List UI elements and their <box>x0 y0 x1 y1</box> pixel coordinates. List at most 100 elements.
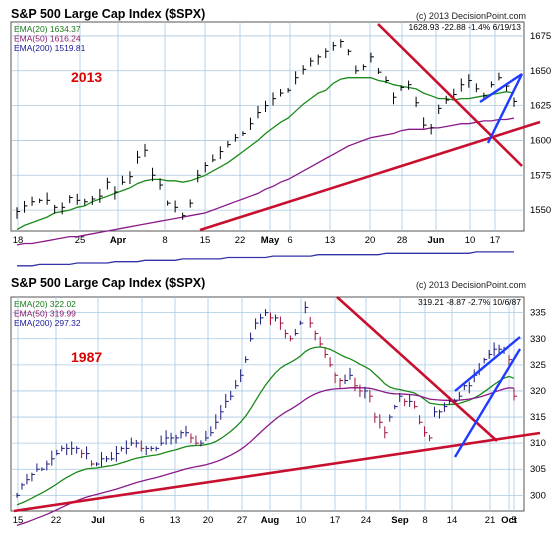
y-tick-label: 320 <box>530 386 546 397</box>
price-bar <box>269 312 274 325</box>
price-bar <box>272 92 277 106</box>
price-bar <box>225 394 229 409</box>
price-bar <box>61 202 66 215</box>
price-bar <box>195 435 199 446</box>
x-tick-label: 13 <box>170 515 181 526</box>
trendline-red <box>13 431 541 513</box>
price-bar <box>369 389 373 403</box>
price-bar <box>16 207 20 219</box>
price-bar <box>189 199 194 208</box>
price-bar <box>385 76 389 84</box>
price-bar <box>458 391 463 400</box>
price-bar <box>332 41 337 51</box>
price-bar <box>46 460 50 471</box>
trendline-red <box>377 23 523 167</box>
price-bar <box>490 81 495 88</box>
price-bar <box>508 355 513 366</box>
price-bar <box>250 332 254 342</box>
price-bar <box>41 467 45 472</box>
price-bar <box>370 52 374 63</box>
price-bar <box>389 414 393 422</box>
trendline-red <box>336 296 498 442</box>
price-bar <box>347 49 352 56</box>
price-bar <box>190 433 194 443</box>
ema-label: EMA(20) 1634.37 <box>14 24 81 34</box>
price-bar <box>167 200 171 206</box>
price-bar <box>493 342 498 357</box>
x-tick-label: 15 <box>13 515 24 526</box>
ema-label: EMA(200) 297.32 <box>14 318 81 328</box>
price-bar <box>429 434 433 442</box>
ema-label: EMA(50) 319.99 <box>14 309 76 319</box>
price-bar <box>174 200 179 213</box>
price-bar <box>295 71 299 85</box>
price-bar <box>302 65 307 75</box>
price-bar <box>394 404 398 410</box>
x-tick-label: Aug <box>261 515 280 526</box>
price-bar <box>76 446 80 454</box>
y-tick-label: 335 <box>530 308 546 319</box>
price-bar <box>91 460 95 467</box>
price-bar <box>245 356 249 363</box>
y-tick-label: 325 <box>530 360 546 371</box>
price-bar <box>274 314 279 322</box>
price-bar <box>21 482 25 490</box>
price-bar <box>145 445 150 455</box>
x-tick-label: Apr <box>110 235 127 246</box>
price-bar <box>379 414 383 429</box>
x-tick-label: 20 <box>203 515 214 526</box>
price-bar <box>100 452 105 467</box>
price-bar <box>334 372 339 384</box>
trendline-blue <box>479 73 523 103</box>
price-bar <box>212 154 216 163</box>
price-bar <box>355 65 359 74</box>
y-tick-label: 1625 <box>530 101 551 112</box>
x-tick-label: 18 <box>13 235 24 246</box>
price-bar <box>84 198 88 206</box>
x-tick-label: 20 <box>365 235 376 246</box>
price-bar <box>325 48 329 58</box>
price-bar <box>377 68 382 75</box>
x-tick-label: Jun <box>428 235 445 246</box>
price-bar <box>438 104 442 115</box>
x-tick-label: 13 <box>325 235 336 246</box>
price-bar <box>135 439 140 448</box>
x-tick-label: 25 <box>75 235 86 246</box>
x-tick-label: 8 <box>422 515 427 526</box>
y-tick-label: 305 <box>530 464 546 475</box>
price-bar <box>46 192 51 205</box>
y-tick-label: 1550 <box>530 205 551 216</box>
price-bar <box>317 54 322 65</box>
price-bar <box>423 117 427 129</box>
price-bar <box>433 406 438 417</box>
price-bar <box>165 430 170 445</box>
price-bar <box>54 204 58 214</box>
y-tick-label: 1600 <box>530 135 551 146</box>
x-tick-label: 22 <box>235 235 246 246</box>
price-bar <box>445 95 450 104</box>
price-bar <box>304 301 309 314</box>
chart-title: S&P 500 Large Cap Index ($SPX) <box>11 276 206 290</box>
ema-label: EMA(200) 1519.81 <box>14 43 86 53</box>
price-bar <box>26 473 30 485</box>
price-bar <box>265 309 269 317</box>
price-bar <box>249 117 254 130</box>
x-tick-label: 6 <box>287 235 292 246</box>
price-bar <box>513 388 517 401</box>
x-tick-label: 17 <box>330 515 341 526</box>
price-bar <box>260 313 264 325</box>
price-bar <box>105 455 110 462</box>
ema-line <box>16 346 515 506</box>
price-bar <box>475 83 480 93</box>
price-bar <box>215 414 219 430</box>
price-bar <box>121 175 126 185</box>
price-bar <box>39 198 43 203</box>
x-tick-label: 15 <box>200 235 211 246</box>
price-bar <box>310 57 314 67</box>
trendline-blue <box>453 348 522 458</box>
chart-panel-2013: S&P 500 Large Cap Index ($SPX) (c) 2013 … <box>0 0 558 266</box>
x-tick-label: Oct <box>501 515 518 526</box>
y-tick-label: 310 <box>530 438 546 449</box>
price-bar <box>129 171 133 184</box>
